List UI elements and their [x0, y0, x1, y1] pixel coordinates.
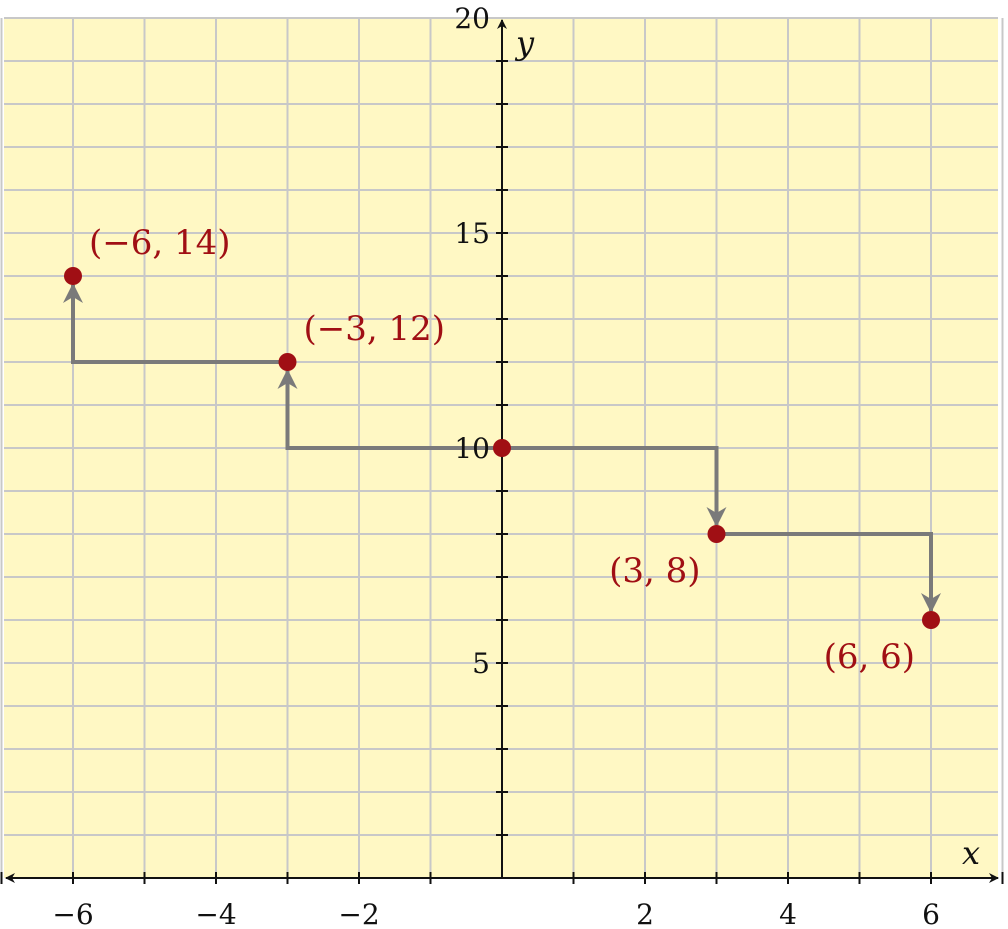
x-tick-label: −4 [195, 898, 236, 929]
data-point [707, 525, 726, 543]
data-point [64, 267, 82, 285]
point-label: (6, 6) [824, 637, 915, 677]
x-tick-label: 2 [636, 898, 654, 929]
data-points [64, 267, 940, 629]
y-tick-label: 5 [472, 647, 490, 680]
data-point [278, 353, 297, 371]
step-arrow [63, 283, 288, 364]
step-paths [63, 283, 941, 613]
x-tick-label: −2 [338, 898, 379, 929]
x-tick-label: −6 [52, 898, 93, 929]
point-label: (3, 8) [609, 551, 700, 591]
x-axis-label: x [962, 834, 980, 872]
data-point [493, 439, 511, 457]
x-tick-label: 4 [779, 898, 797, 929]
labels: −6 −4 −2 2 4 6 5 10 15 20 (−6, 14) (−3, 12) (3, 8) (6… [52, 2, 940, 929]
step-arrow [716, 532, 941, 613]
point-label: (−6, 14) [89, 223, 231, 263]
step-arrow [502, 446, 727, 527]
y-tick-label: 10 [454, 432, 490, 465]
y-axis-label: y [514, 24, 535, 62]
point-label: (−3, 12) [304, 309, 446, 349]
step-arrow [277, 369, 502, 450]
data-point [922, 611, 940, 629]
y-tick-label: 15 [454, 217, 490, 250]
x-tick-label: 6 [922, 898, 940, 929]
y-tick-label: 20 [454, 2, 490, 35]
